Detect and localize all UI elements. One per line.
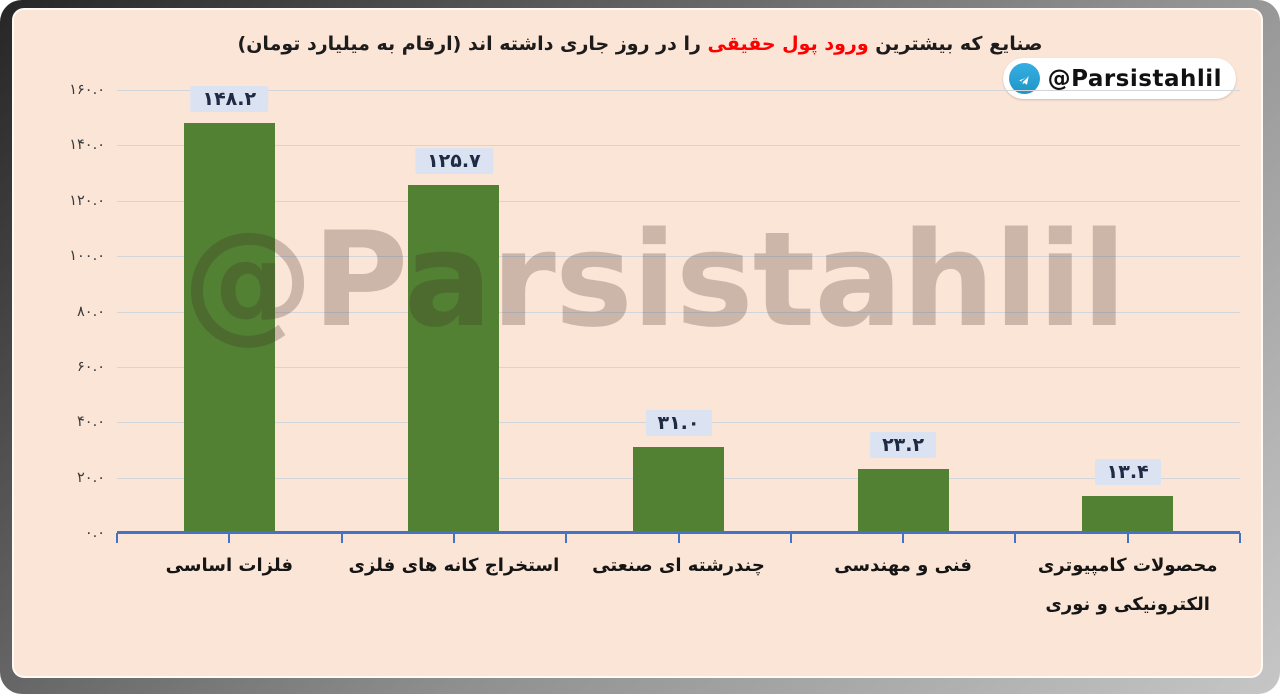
x-tick <box>902 533 905 543</box>
y-tick-label: ۲۰.۰ <box>77 469 105 486</box>
x-tick <box>340 533 343 543</box>
x-tick <box>1126 533 1129 543</box>
bar-value-label: ۳۱.۰ <box>645 410 712 437</box>
gridline <box>117 90 1240 91</box>
x-tick <box>228 533 231 543</box>
gridline <box>117 200 1240 202</box>
category-label: محصولات کامپیوتری الکترونیکی و نوری <box>1037 555 1218 615</box>
gridline <box>117 145 1240 147</box>
x-tick <box>116 533 118 543</box>
y-tick-label: ۸۰.۰ <box>77 303 105 320</box>
bar <box>857 468 949 533</box>
category-label: فلزات اساسی <box>165 555 293 576</box>
category-label: فنی و مهندسی <box>834 555 972 576</box>
gridline <box>117 311 1240 313</box>
bar-value-label: ۱۳.۴ <box>1094 458 1161 485</box>
y-axis-labels: ۱۶۰.۰ ۱۴۰.۰ ۱۲۰.۰ ۱۰۰.۰ ۸۰.۰ ۶۰.۰ ۴۰.۰ ۲۰.۰ ۰.۰ <box>28 82 105 541</box>
bar <box>1082 495 1174 533</box>
chart-title: صنایع که بیشترین ورود پول حقیقی را در رو… <box>0 33 1280 55</box>
x-tick <box>677 533 680 543</box>
x-axis-line <box>117 531 1240 534</box>
gridline <box>117 256 1240 258</box>
x-tick <box>565 533 568 543</box>
y-tick-label: ۱۶۰.۰ <box>69 82 105 98</box>
telegram-handle: @Parsistahlil <box>1047 65 1222 92</box>
y-tick-label: ۱۴۰.۰ <box>69 137 105 154</box>
gridline <box>117 366 1240 368</box>
x-tick <box>452 533 455 543</box>
title-part2: را در روز جاری داشته اند (ارقام به میلیا… <box>237 33 701 55</box>
y-tick-label: ۶۰.۰ <box>77 358 105 375</box>
bar <box>408 184 500 533</box>
x-tick <box>1014 533 1017 543</box>
x-tick <box>1239 533 1241 543</box>
bar-value-label: ۱۲۵.۷ <box>415 147 493 174</box>
bar-value-label: ۲۳.۲ <box>870 431 937 458</box>
telegram-icon <box>1008 63 1040 94</box>
category-label: استخراج کانه های فلزی <box>348 555 560 576</box>
category-label: چندرشته ای صنعتی <box>592 555 765 576</box>
y-tick-label: ۰.۰ <box>84 525 105 541</box>
title-part1: صنایع که بیشترین <box>875 33 1043 55</box>
bar-value-label: ۱۴۸.۲ <box>190 85 269 112</box>
y-tick-label: ۱۲۰.۰ <box>69 192 105 209</box>
y-tick-label: ۴۰.۰ <box>77 414 105 431</box>
y-tick-label: ۱۰۰.۰ <box>69 248 105 265</box>
telegram-badge: @Parsistahlil <box>1002 58 1236 99</box>
title-highlight: ورود پول حقیقی <box>707 33 869 55</box>
bar <box>183 122 275 533</box>
bar <box>633 447 724 533</box>
plot-area: ۱۴۸.۲ ۱۲۵.۷ ۳۱.۰ ۲۳.۲ ۱۳.۴ <box>116 85 1241 543</box>
x-tick <box>789 533 792 543</box>
